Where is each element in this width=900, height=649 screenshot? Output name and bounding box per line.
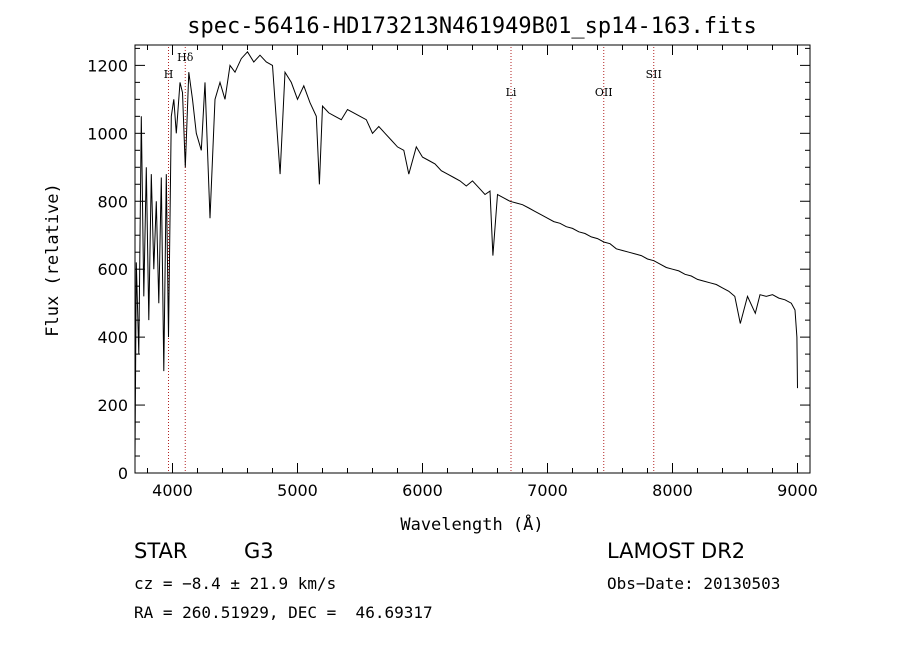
- marker-label: SII: [646, 68, 662, 81]
- y-axis-label: Flux (relative): [43, 183, 63, 337]
- y-tick-label: 0: [118, 464, 128, 483]
- survey-name: LAMOST DR2: [607, 539, 746, 563]
- y-tick-label: 1200: [87, 56, 128, 75]
- x-tick-label: 4000: [152, 481, 193, 500]
- plot-area: 4000 5000 6000 7000 8000 9000 0 200 400 600 800 100…: [87, 44, 818, 500]
- y-tick-label: 800: [97, 192, 128, 211]
- x-tick-label: 6000: [402, 481, 443, 500]
- marker-label: Hδ: [177, 51, 194, 64]
- spectrum-line: [134, 50, 798, 460]
- marker-label: OII: [595, 86, 613, 99]
- y-tick-label: 200: [97, 396, 128, 415]
- x-tick-label: 5000: [277, 481, 318, 500]
- x-tick-label: 9000: [777, 481, 818, 500]
- x-axis-label: Wavelength (Å): [400, 513, 543, 535]
- plot-frame: [134, 44, 811, 474]
- coordinates: RA = 260.51929, DEC = 46.69317: [134, 603, 433, 622]
- object-subclass: G3: [244, 539, 274, 563]
- x-tick-label: 8000: [652, 481, 693, 500]
- marker-label: H: [164, 68, 174, 81]
- redshift-velocity: cz = −8.4 ± 21.9 km/s: [134, 574, 337, 593]
- chart-title: spec-56416-HD173213N461949B01_sp14-163.f…: [187, 14, 757, 39]
- marker-label: Li: [506, 86, 517, 99]
- x-tick-label: 7000: [527, 481, 568, 500]
- y-tick-label: 1000: [87, 124, 128, 143]
- y-tick-label: 600: [97, 260, 128, 279]
- y-tick-label: 400: [97, 328, 128, 347]
- object-type: STAR: [134, 539, 188, 563]
- observation-date: Obs−Date: 20130503: [607, 574, 781, 593]
